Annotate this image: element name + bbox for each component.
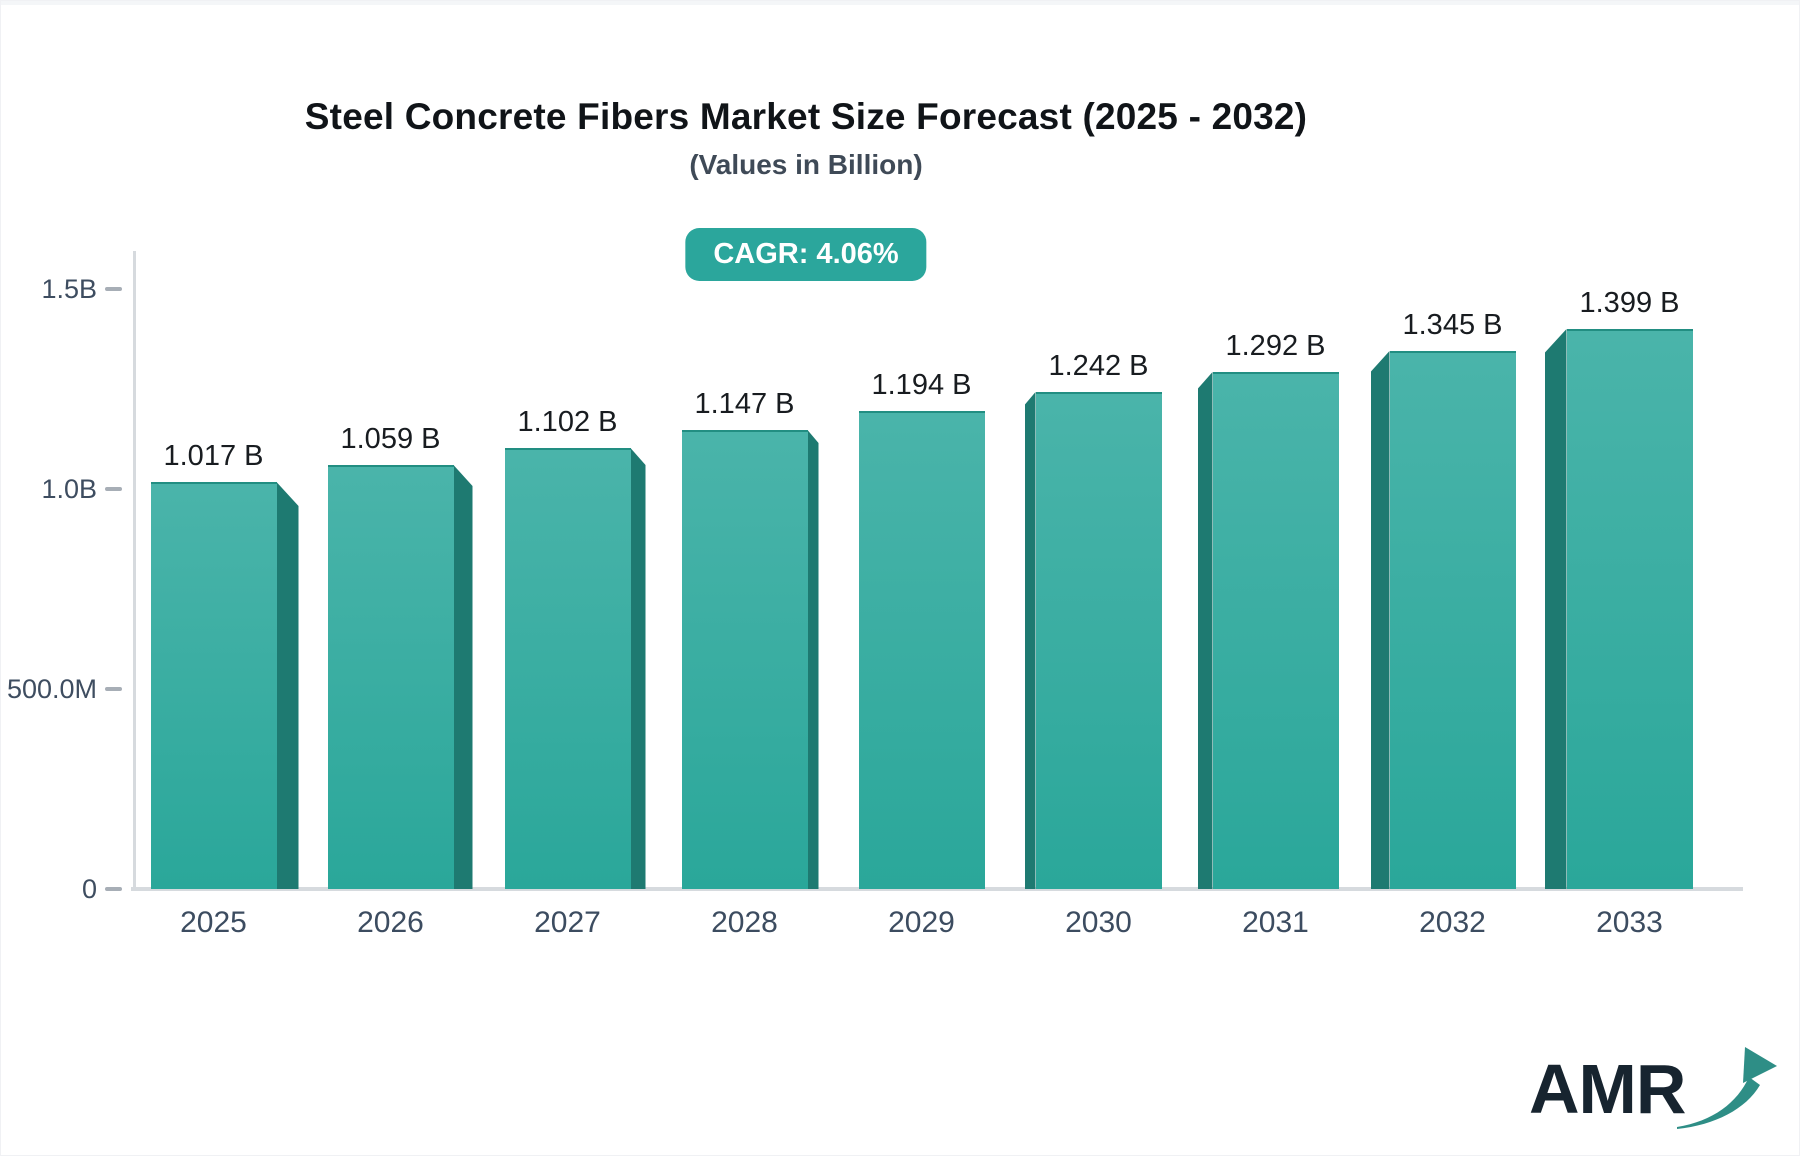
bar-3d-side — [1024, 392, 1036, 889]
x-axis-line — [131, 887, 1743, 891]
y-axis-tick-mark — [105, 287, 122, 291]
bar-value-label: 1.399 B — [1579, 287, 1680, 319]
bar-3d-side — [1544, 329, 1567, 889]
top-border-strip — [1, 1, 1799, 5]
bar-face — [150, 482, 277, 889]
chart-subtitle: (Values in Billion) — [689, 149, 923, 180]
bar-2029 — [858, 411, 985, 889]
bar-value-label: 1.059 B — [340, 423, 441, 455]
x-axis-label: 2029 — [888, 906, 955, 939]
y-axis-tick-mark — [105, 887, 122, 891]
y-axis-tick-label: 1.5B — [41, 274, 97, 304]
y-axis-tick-label: 500.0M — [6, 674, 97, 704]
x-axis-label: 2033 — [1596, 906, 1663, 939]
bar-2031 — [1197, 372, 1339, 889]
bar-face — [1212, 372, 1339, 889]
y-axis-tick-label: 1.0B — [41, 474, 97, 504]
bar-3d-side — [276, 482, 299, 889]
bar-2028 — [681, 430, 819, 889]
chart-title: Steel Concrete Fibers Market Size Foreca… — [304, 96, 1308, 137]
bar-value-label: 1.345 B — [1402, 309, 1503, 341]
bar-face — [858, 411, 985, 889]
bar-value-label: 1.102 B — [517, 406, 618, 438]
amr-logo-text: AMR — [1529, 1050, 1686, 1128]
bar-2033 — [1544, 329, 1693, 889]
y-axis-tick-label: 0 — [81, 874, 97, 904]
bar-face — [1389, 351, 1516, 889]
y-axis-tick-mark — [105, 687, 122, 691]
x-axis-label: 2031 — [1242, 906, 1309, 939]
bar-3d-side — [807, 430, 819, 889]
x-axis-label: 2032 — [1419, 906, 1486, 939]
x-axis-label: 2025 — [180, 906, 247, 939]
bar-face — [327, 465, 454, 889]
bar-2032 — [1370, 351, 1516, 889]
x-axis-label: 2030 — [1065, 906, 1132, 939]
bar-3d-side — [630, 448, 646, 889]
cagr-badge: CAGR: 4.06% — [685, 228, 927, 281]
bar-3d-side — [1197, 372, 1213, 889]
y-axis-line — [133, 251, 136, 889]
x-axis-label: 2026 — [357, 906, 424, 939]
bar-value-label: 1.292 B — [1225, 330, 1326, 362]
growth-arrow-icon — [1677, 1047, 1777, 1129]
bar-face — [1035, 392, 1162, 889]
bar-value-label: 1.017 B — [163, 440, 264, 472]
bar-3d-side — [1370, 351, 1390, 889]
bar-3d-side — [453, 465, 473, 889]
y-axis-tick-mark — [105, 487, 122, 491]
x-axis-label: 2027 — [534, 906, 601, 939]
bar-value-label: 1.194 B — [871, 369, 972, 401]
bar-value-label: 1.242 B — [1048, 350, 1149, 382]
bar-face — [1566, 329, 1693, 889]
amr-logo: AMR — [1529, 1039, 1777, 1139]
bar-2030 — [1024, 392, 1162, 889]
bar-2025 — [150, 482, 299, 889]
bar-face — [504, 448, 631, 889]
bar-2026 — [327, 465, 473, 889]
bar-value-label: 1.147 B — [694, 388, 795, 420]
bar-face — [681, 430, 808, 889]
x-axis-label: 2028 — [711, 906, 778, 939]
bar-2027 — [504, 448, 646, 889]
